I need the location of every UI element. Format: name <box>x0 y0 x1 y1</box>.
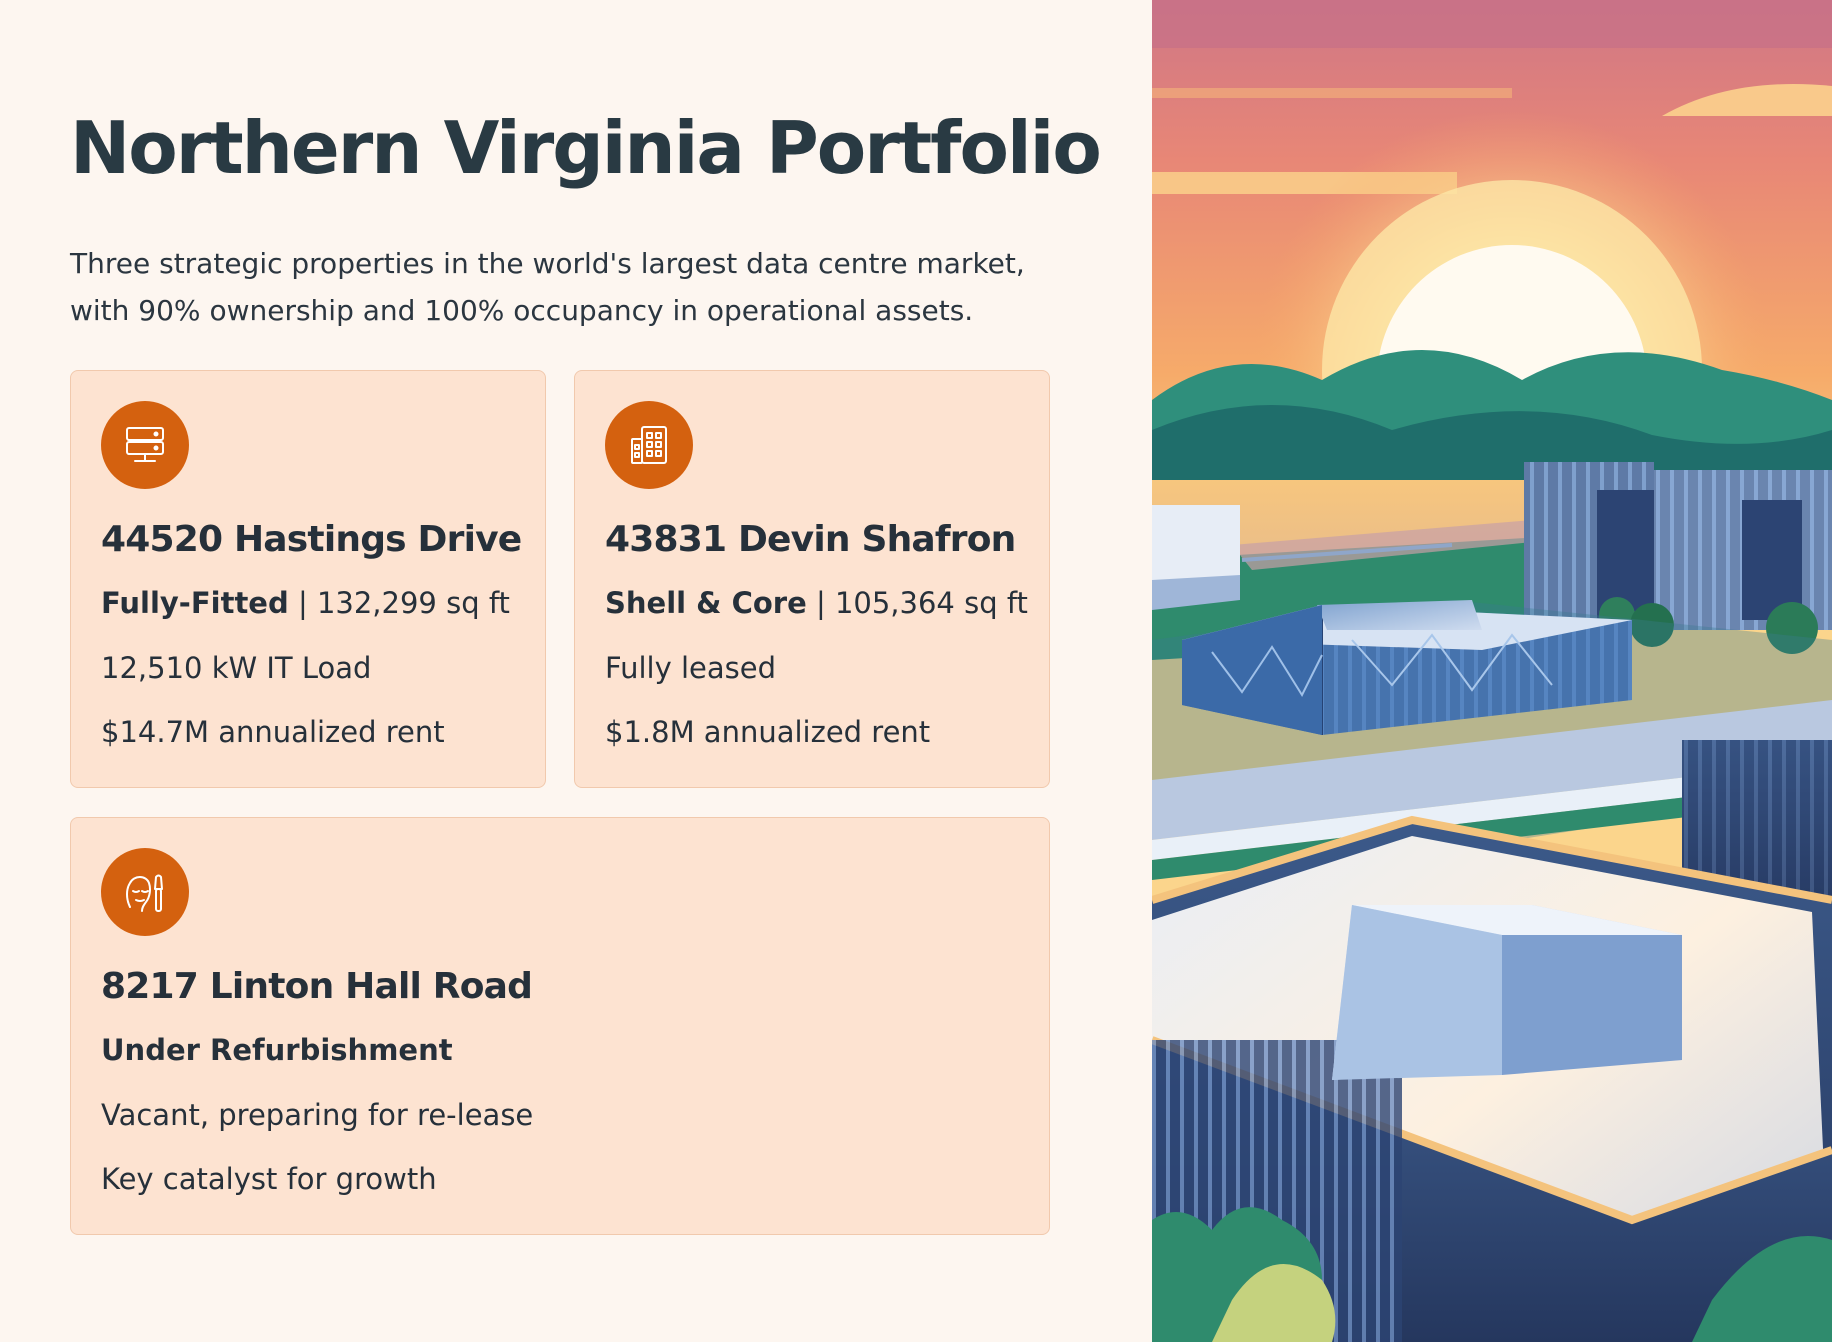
page-title: Northern Virginia Portfolio <box>70 106 1102 190</box>
property-rent: $14.7M annualized rent <box>101 715 445 749</box>
property-area: | 132,299 sq ft <box>288 586 510 620</box>
property-detail: 12,510 kW IT Load <box>101 651 372 685</box>
property-status: Under Refurbishment <box>101 1033 453 1067</box>
page-subtitle: Three strategic properties in the world'… <box>70 247 1025 327</box>
property-card-hastings: 44520 Hastings Drive Fully-Fitted | 132,… <box>70 370 546 788</box>
property-name: 43831 Devin Shafron <box>605 519 1016 560</box>
content-panel: Northern Virginia Portfolio Three strate… <box>70 106 1102 1235</box>
property-status: Shell & Core <box>605 586 807 620</box>
property-detail: Vacant, preparing for re-lease <box>101 1098 534 1132</box>
property-area: | 105,364 sq ft <box>806 586 1028 620</box>
property-spec: Shell & Core | 105,364 sq ft <box>605 586 1028 620</box>
property-note: Key catalyst for growth <box>101 1162 437 1196</box>
hero-illustration <box>1152 0 1832 1342</box>
server-icon <box>101 401 189 489</box>
property-detail: Fully leased <box>605 651 776 685</box>
data-centre-illustration <box>1152 0 1832 1342</box>
property-card-devin-shafron: 43831 Devin Shafron Shell & Core | 105,3… <box>574 370 1050 788</box>
property-card-linton-hall: 8217 Linton Hall Road Under Refurbishmen… <box>70 817 1050 1235</box>
face-brush-icon <box>101 848 189 936</box>
property-name: 8217 Linton Hall Road <box>101 966 533 1007</box>
property-name: 44520 Hastings Drive <box>101 519 522 560</box>
property-status: Fully-Fitted <box>101 586 289 620</box>
building-icon <box>605 401 693 489</box>
property-spec: Fully-Fitted | 132,299 sq ft <box>101 586 510 620</box>
property-rent: $1.8M annualized rent <box>605 715 931 749</box>
